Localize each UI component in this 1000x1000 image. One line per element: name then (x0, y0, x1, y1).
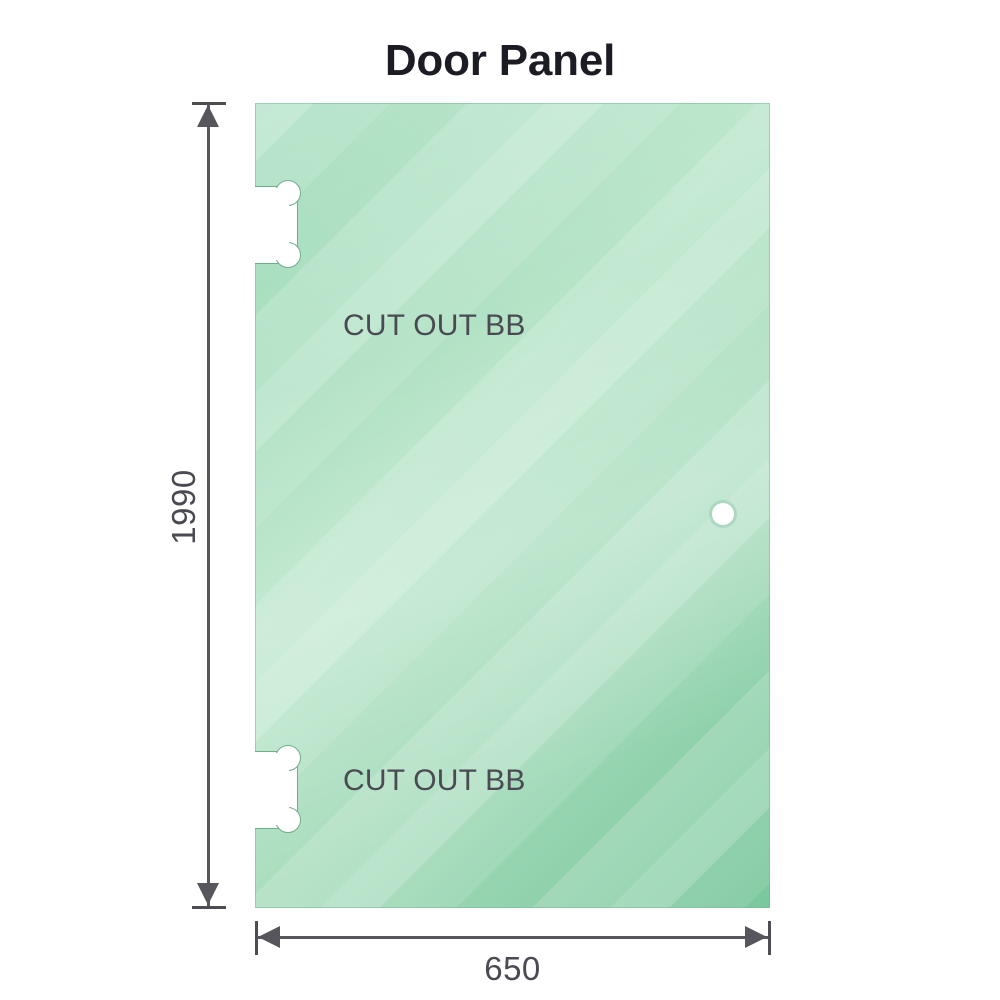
page-title: Door Panel (384, 36, 616, 85)
dimension-horizontal-arrow-right (745, 926, 767, 948)
cutout-upper-label: CUT OUT BB (343, 309, 526, 342)
door-panel-glass: CUT OUT BB CUT OUT BB (255, 103, 770, 908)
dimension-vertical-tick-bottom (192, 906, 226, 909)
dimension-horizontal-label: 650 (484, 950, 541, 987)
cutout-lower (255, 745, 301, 833)
dimension-horizontal-arrow-left (258, 926, 280, 948)
dimension-vertical-line (207, 104, 210, 906)
dimension-horizontal-tick-right (768, 921, 771, 955)
dimension-vertical-label: 1990 (165, 469, 202, 545)
cutout-upper-patch (273, 188, 289, 260)
dimension-vertical-arrow-bottom (197, 883, 219, 905)
dimension-horizontal-line (257, 936, 768, 939)
cutout-lower-label: CUT OUT BB (343, 764, 526, 797)
dimension-vertical-tick-top (192, 102, 226, 105)
cutout-lower-patch (273, 753, 289, 825)
glass-fill (255, 103, 770, 908)
dimension-horizontal-tick-left (255, 921, 258, 955)
dimension-vertical-arrow-top (197, 105, 219, 127)
handle-hole-icon (712, 503, 734, 525)
cutout-upper (255, 180, 301, 268)
